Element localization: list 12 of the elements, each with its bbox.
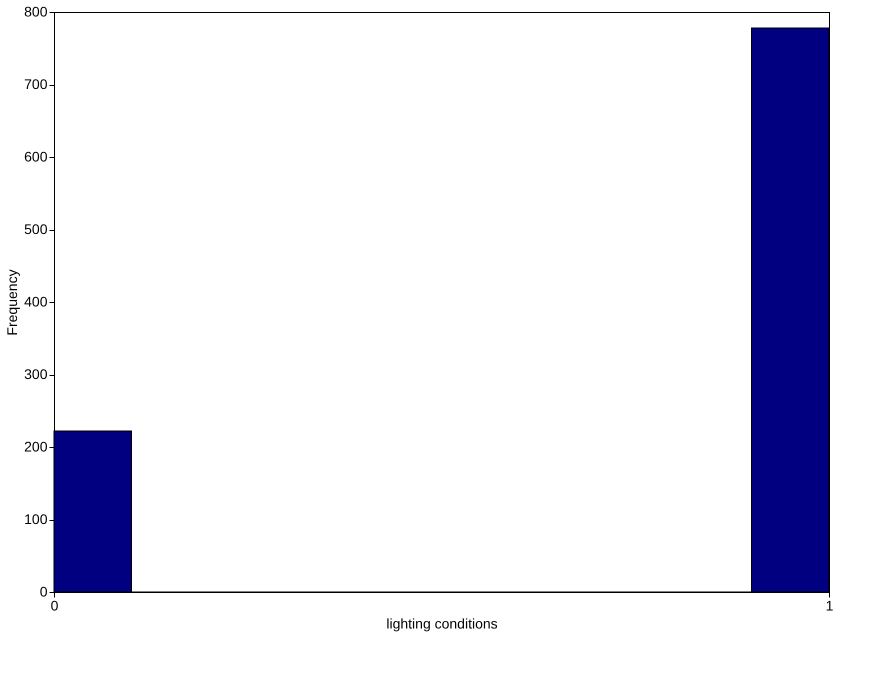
y-tick-label: 600: [24, 148, 48, 164]
y-tick-label: 0: [40, 584, 48, 600]
y-tick-label: 200: [24, 438, 48, 454]
y-tick-label: 800: [24, 4, 48, 20]
y-tick-label: 300: [24, 366, 48, 382]
x-tick-label: 1: [826, 598, 834, 614]
x-axis-title: lighting conditions: [386, 616, 498, 632]
y-tick-label: 500: [24, 221, 48, 237]
y-tick-label: 700: [24, 76, 48, 92]
y-tick-label: 400: [24, 294, 48, 310]
y-axis-title: Frequency: [4, 269, 20, 336]
y-tick-label: 100: [24, 511, 48, 527]
